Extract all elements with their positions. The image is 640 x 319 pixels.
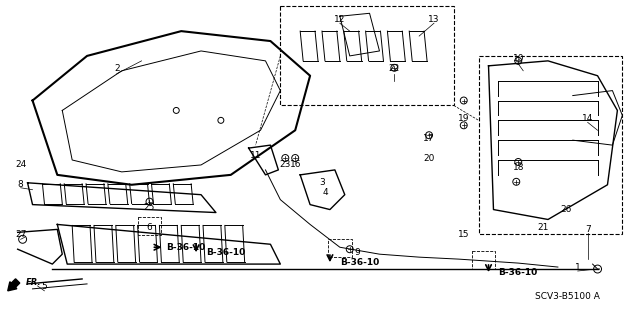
Text: FR.: FR. bbox=[26, 278, 41, 287]
Text: 6: 6 bbox=[147, 223, 152, 232]
Text: 7: 7 bbox=[585, 225, 591, 234]
Text: 25: 25 bbox=[144, 203, 155, 212]
Bar bbox=[479, 56, 622, 234]
Text: 15: 15 bbox=[458, 230, 470, 239]
Text: 16: 16 bbox=[289, 160, 301, 169]
Bar bbox=[472, 251, 495, 269]
Text: 19: 19 bbox=[458, 114, 470, 123]
Text: SCV3-B5100 A: SCV3-B5100 A bbox=[536, 292, 600, 301]
Bar bbox=[280, 6, 454, 106]
Text: B-36-10: B-36-10 bbox=[340, 258, 379, 267]
Text: 22: 22 bbox=[388, 64, 400, 73]
Text: 23: 23 bbox=[280, 160, 291, 169]
Bar bbox=[328, 239, 352, 257]
Text: 18: 18 bbox=[513, 163, 524, 173]
Text: B-36-10: B-36-10 bbox=[499, 268, 538, 277]
Text: 8: 8 bbox=[18, 180, 24, 189]
Text: 26: 26 bbox=[560, 205, 572, 214]
Text: 17: 17 bbox=[423, 134, 435, 143]
Text: 24: 24 bbox=[15, 160, 26, 169]
Text: 21: 21 bbox=[538, 223, 548, 232]
Bar bbox=[138, 218, 161, 235]
Text: 13: 13 bbox=[428, 15, 440, 24]
Text: 3: 3 bbox=[319, 178, 325, 187]
FancyArrow shape bbox=[8, 279, 20, 291]
Text: 1: 1 bbox=[575, 263, 580, 271]
Text: 14: 14 bbox=[582, 114, 593, 123]
Text: 10: 10 bbox=[513, 54, 524, 63]
Text: B-36-10: B-36-10 bbox=[166, 243, 205, 252]
Text: B-36-10: B-36-10 bbox=[206, 248, 245, 257]
Text: 11: 11 bbox=[250, 151, 261, 160]
Text: 5: 5 bbox=[42, 282, 47, 291]
Text: 20: 20 bbox=[423, 153, 435, 162]
Text: 9: 9 bbox=[355, 248, 360, 257]
Text: 2: 2 bbox=[114, 64, 120, 73]
Text: 27: 27 bbox=[15, 230, 26, 239]
Text: 12: 12 bbox=[334, 15, 346, 24]
Text: 4: 4 bbox=[322, 188, 328, 197]
